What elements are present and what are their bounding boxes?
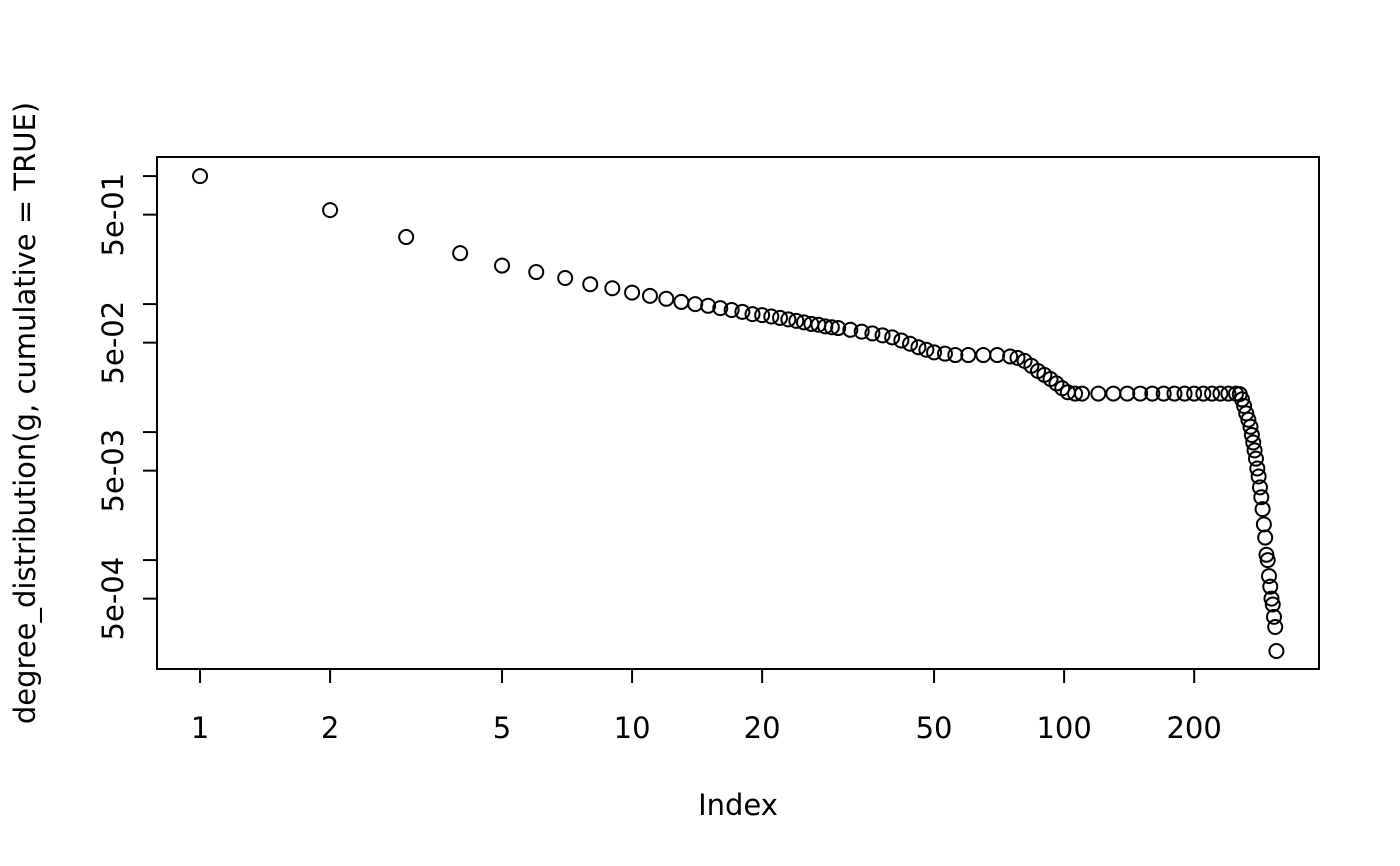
point [494, 257, 511, 274]
point [874, 327, 891, 344]
point [1257, 529, 1274, 546]
point [1233, 391, 1250, 408]
point [1255, 516, 1272, 533]
point [1090, 385, 1107, 402]
x-tick-label: 1 [191, 711, 209, 745]
point [624, 284, 641, 301]
x-axis-title: Index [698, 788, 778, 822]
point [734, 303, 751, 320]
point [1002, 348, 1019, 365]
x-tick-label: 10 [614, 711, 651, 745]
point [1132, 385, 1149, 402]
plot-box [156, 156, 1320, 670]
point [1204, 385, 1221, 402]
x-tick-label: 5 [493, 711, 511, 745]
y-axis-title: degree_distribution(g, cumulative = TRUE… [8, 102, 42, 724]
point [1242, 418, 1259, 435]
point [754, 307, 771, 324]
point [322, 202, 339, 219]
point [1249, 460, 1266, 477]
point [658, 290, 675, 307]
point [1247, 450, 1264, 467]
point [853, 323, 870, 340]
y-tick-label: 5e-03 [96, 429, 130, 513]
x-tick-label: 200 [1166, 711, 1221, 745]
point [1195, 385, 1212, 402]
point [723, 301, 740, 318]
point [910, 339, 927, 356]
point [712, 300, 729, 317]
x-tick-label: 100 [1036, 711, 1091, 745]
point [1220, 385, 1237, 402]
point [1067, 385, 1084, 402]
point [918, 341, 935, 358]
point [1251, 479, 1268, 496]
point [780, 311, 797, 328]
point [1119, 385, 1136, 402]
point [700, 297, 717, 314]
point [936, 345, 953, 362]
point [1186, 385, 1203, 402]
point [893, 332, 910, 349]
point [687, 296, 704, 313]
x-tick-label: 50 [916, 711, 953, 745]
point [1246, 442, 1263, 459]
point [884, 329, 901, 346]
point [1144, 385, 1161, 402]
point [1264, 596, 1281, 613]
point [842, 321, 859, 338]
point [975, 347, 992, 364]
x-tick-label: 2 [321, 711, 339, 745]
point [772, 309, 789, 326]
point [1074, 385, 1091, 402]
point [1254, 501, 1271, 518]
y-tick-label: 5e-02 [96, 301, 130, 385]
point [989, 347, 1006, 364]
point [1263, 590, 1280, 607]
point [1245, 434, 1262, 451]
point [926, 344, 943, 361]
y-tick-label: 5e-04 [96, 557, 130, 641]
point [604, 280, 621, 297]
point [1105, 385, 1122, 402]
point [1262, 578, 1279, 595]
y-tick-label: 5e-01 [96, 173, 130, 257]
point [192, 168, 209, 185]
point [788, 312, 805, 329]
point [1260, 568, 1277, 585]
point [744, 306, 761, 323]
point [1268, 642, 1285, 659]
point [1009, 349, 1026, 366]
point [1166, 385, 1183, 402]
point [582, 276, 599, 293]
point [398, 229, 415, 246]
point [1240, 411, 1257, 428]
point [1176, 385, 1193, 402]
point [1265, 608, 1282, 625]
point [528, 264, 545, 281]
point [641, 287, 658, 304]
point [823, 319, 840, 336]
x-tick-label: 20 [744, 711, 781, 745]
point [452, 245, 469, 262]
point [1250, 468, 1267, 485]
point [830, 320, 847, 337]
point [1243, 426, 1260, 443]
point [1259, 552, 1276, 569]
point [864, 325, 881, 342]
point [947, 347, 964, 364]
point [1267, 619, 1284, 636]
point [673, 293, 690, 310]
point [902, 335, 919, 352]
point [960, 347, 977, 364]
point [1253, 489, 1270, 506]
point [763, 308, 780, 325]
point [1212, 385, 1229, 402]
point [557, 269, 574, 286]
point [1155, 385, 1172, 402]
